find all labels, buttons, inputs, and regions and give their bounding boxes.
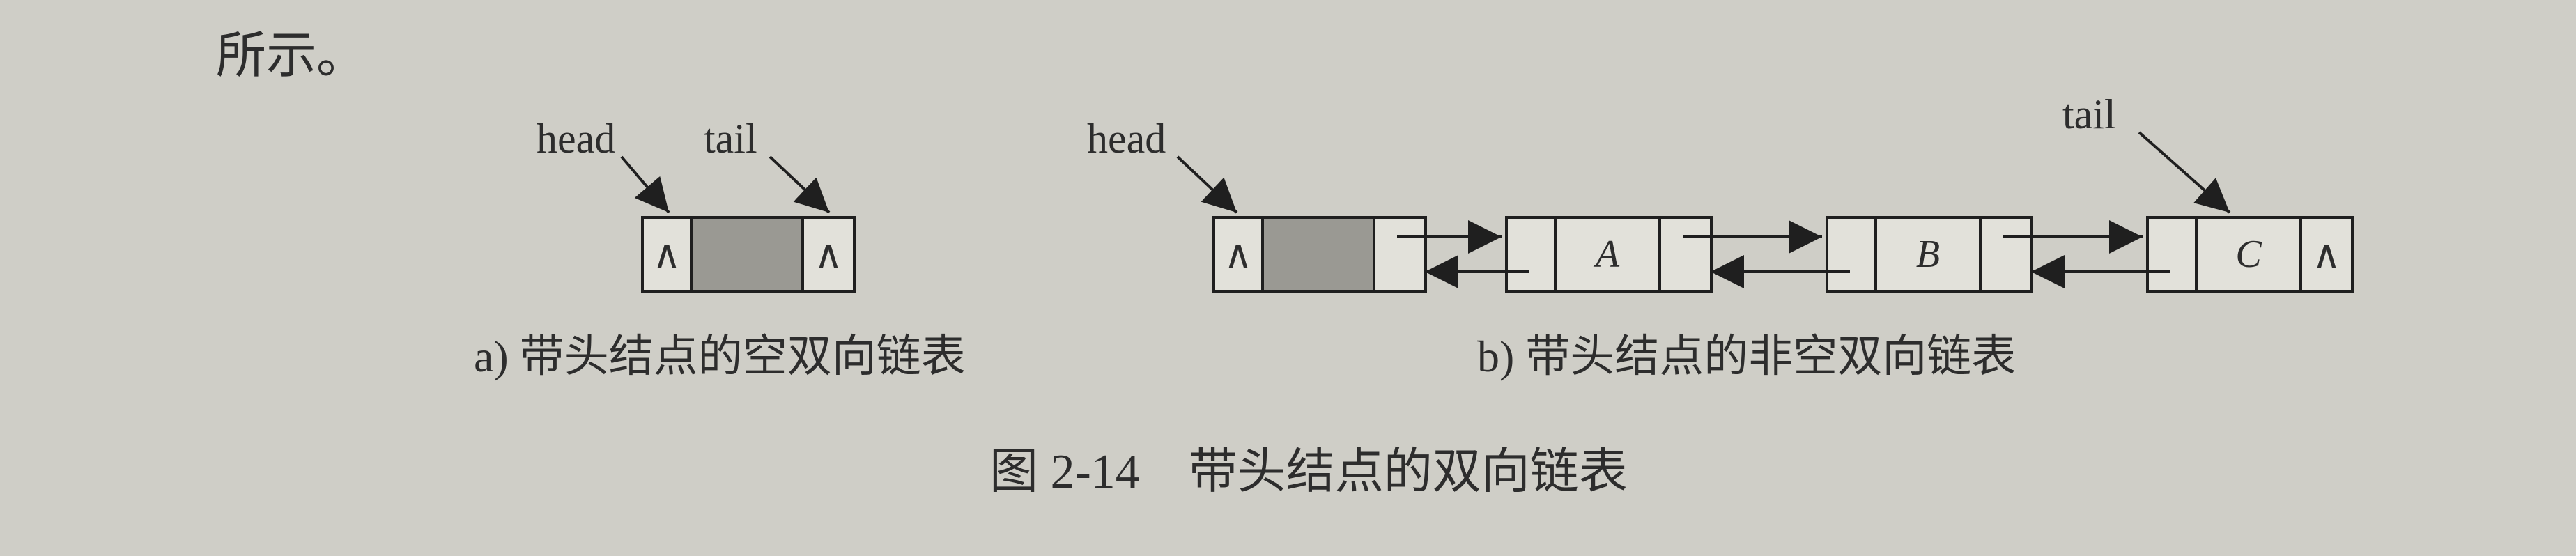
node-C-data: C [2198, 219, 2302, 290]
node-C: C ∧ [2146, 216, 2354, 293]
node-B: B [1826, 216, 2033, 293]
caption-a: a) 带头结点的空双向链表 [474, 321, 966, 385]
node-A-data: A [1557, 219, 1661, 290]
cell-next-null: ∧ [804, 219, 853, 290]
cell-prev-null: ∧ [644, 219, 693, 290]
page-prefix-text: 所示。 [216, 14, 367, 87]
node-B-prev [1828, 219, 1877, 290]
label-tail-a: tail [704, 115, 757, 163]
node-B-data: B [1877, 219, 1982, 290]
label-tail-b: tail [2062, 91, 2116, 139]
label-head-b: head [1087, 115, 1166, 163]
headnode-prev-null: ∧ [1215, 219, 1264, 290]
headnode-data [1264, 219, 1375, 290]
empty-list-head-node: ∧ ∧ [641, 216, 856, 293]
node-C-next-null: ∧ [2302, 219, 2351, 290]
node-A-prev [1508, 219, 1557, 290]
headnode-next [1375, 219, 1424, 290]
cell-data-empty [693, 219, 804, 290]
node-B-next [1982, 219, 2030, 290]
node-C-prev [2149, 219, 2198, 290]
figure-title: 图 2-14 带头结点的双向链表 [989, 432, 1628, 502]
caption-b: b) 带头结点的非空双向链表 [1477, 321, 2016, 385]
label-head-a: head [537, 115, 615, 163]
node-A: A [1505, 216, 1713, 293]
node-A-next [1661, 219, 1710, 290]
nonempty-head-node: ∧ [1212, 216, 1427, 293]
